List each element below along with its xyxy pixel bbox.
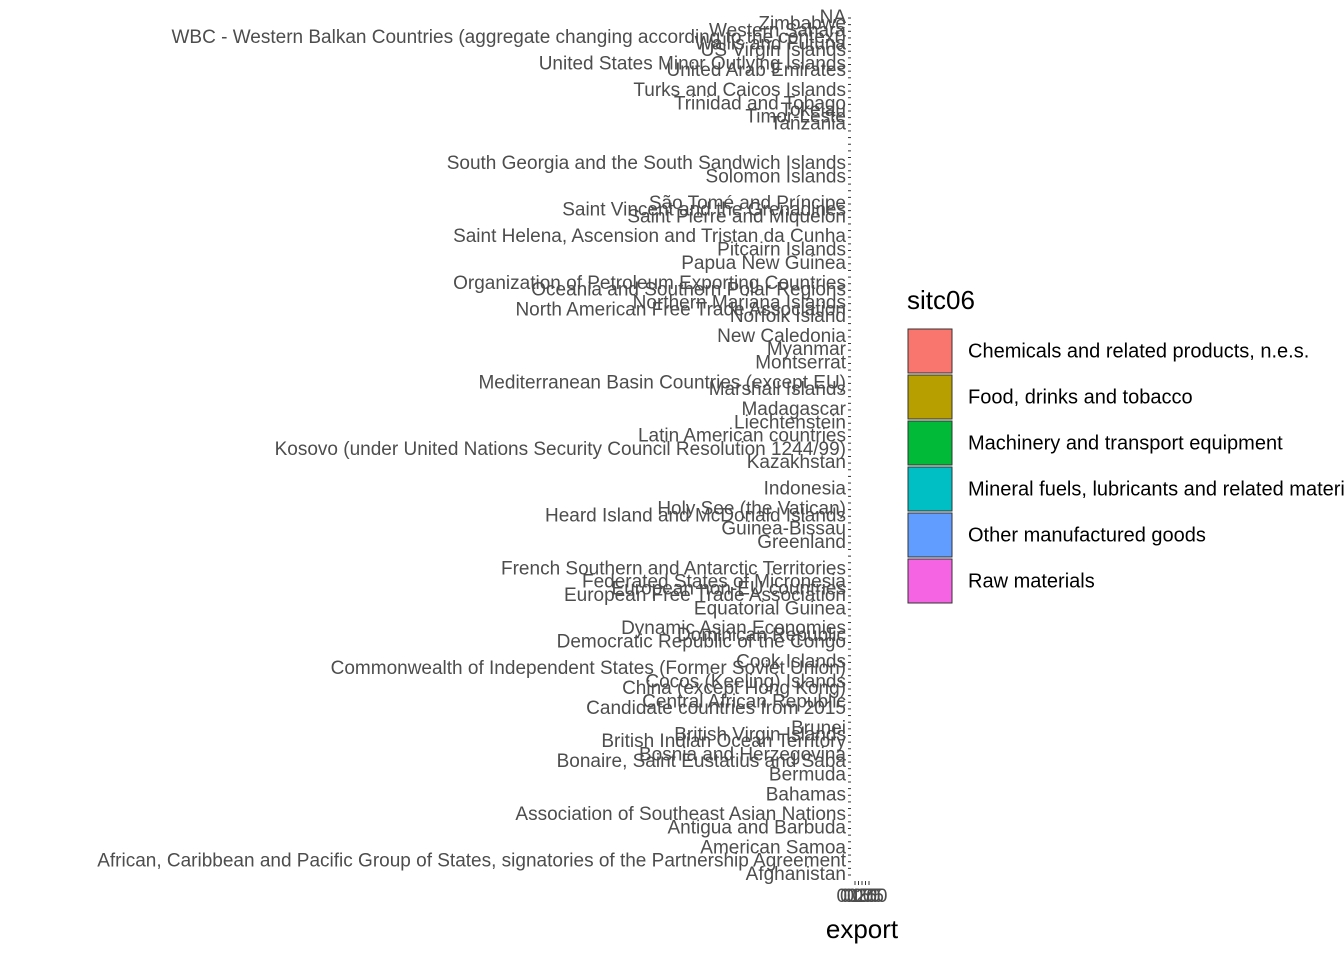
y-tick-label: Guinea-Bissau [721, 519, 846, 540]
y-tick-label: Candidate countries from 2015 [586, 698, 846, 719]
y-tick-label: New Caledonia [717, 326, 846, 347]
y-tick-label: Brunei [791, 718, 846, 739]
legend-label: Chemicals and related products, n.e.s. [968, 340, 1309, 362]
y-tick-label: Papua New Guinea [681, 253, 846, 274]
x-tick-label: 0.75 [847, 886, 884, 907]
y-tick-label: Mediterranean Basin Countries (except EU… [478, 372, 846, 393]
legend-label: Other manufactured goods [968, 524, 1206, 546]
x-axis-title: export [826, 914, 899, 944]
y-tick-label: Saint Pierre and Miquelon [627, 206, 846, 227]
y-tick-label: Antigua and Barbuda [667, 818, 846, 839]
y-tick-label: British Indian Ocean Territory [601, 731, 846, 752]
y-tick-label: Latin American countries [638, 426, 846, 447]
y-tick-label: Timor-Leste [745, 107, 846, 128]
y-tick-label: US Virgin Islands [701, 40, 846, 61]
y-tick-label: Heard Island and McDonald Islands [545, 505, 846, 526]
y-tick-label: Myanmar [767, 339, 847, 360]
y-tick-label: Madagascar [741, 399, 846, 420]
y-tick-label: Tokelau [781, 100, 847, 121]
x-tick-label: 1.00 [851, 886, 888, 907]
y-tick-label: Afghanistan [746, 864, 846, 885]
y-tick-label: Western Sahara [709, 20, 846, 41]
x-tick-label: 0.50 [844, 886, 881, 907]
y-tick-label: European non-EU countries [612, 578, 846, 599]
y-tick-label: Liechtenstein [734, 412, 846, 433]
legend-key [907, 512, 953, 558]
y-tick-label: Indonesia [764, 479, 847, 500]
y-tick-label: Democratic Republic of the Congo [557, 631, 846, 652]
y-tick-label: Saint Vincent and the Grenadines [562, 200, 846, 221]
y-tick-label: United Arab Emirates [666, 60, 846, 81]
y-tick-label: Kazakhstan [747, 452, 846, 473]
y-tick-label: Pitcairn Islands [717, 240, 846, 261]
legend-label: Food, drinks and tobacco [968, 386, 1193, 408]
y-tick-label: Trinidad and Tobago [674, 93, 846, 114]
y-tick-label: Bosnia and Herzegovina [639, 744, 846, 765]
y-tick-label: Kosovo (under United Nations Security Co… [275, 439, 846, 460]
y-tick-label: Montserrat [755, 352, 847, 373]
y-tick-label: Cook Islands [736, 651, 846, 672]
legend-title: sitc06 [907, 285, 975, 315]
y-tick-label: Tanzania [770, 113, 846, 134]
y-tick-label: American Samoa [700, 837, 846, 858]
legend-key [907, 420, 953, 466]
y-tick-label: Dynamic Asian Economies [621, 618, 846, 639]
y-tick-label: European Free Trade Association [564, 585, 846, 606]
y-tick-label: Northern Mariana Islands [633, 293, 846, 314]
y-tick-label: Federated States of Micronesia [582, 572, 846, 593]
y-tick-label: Greenland [757, 532, 846, 553]
y-tick-label: Commonwealth of Independent States (Form… [331, 658, 846, 679]
y-tick-label: São Tomé and Príncipe [649, 193, 846, 214]
y-tick-label: African, Caribbean and Pacific Group of … [97, 851, 847, 872]
y-tick-label: Equatorial Guinea [694, 598, 847, 619]
y-tick-label: Bahamas [766, 784, 846, 805]
y-tick-label: WBC - Western Balkan Countries (aggregat… [172, 27, 847, 48]
y-tick-label: China (except Hong Kong) [622, 678, 846, 699]
legend-label: Machinery and transport equipment [968, 432, 1283, 454]
y-tick-label: Bermuda [769, 764, 847, 785]
y-tick-label: South Georgia and the South Sandwich Isl… [447, 153, 846, 174]
y-tick-label: Wallis and Futuna [695, 34, 847, 55]
y-tick-label: Central African Republic [642, 691, 846, 712]
legend-label: Mineral fuels, lubricants and related ma… [968, 478, 1344, 500]
y-tick-label: Dominican Republic [677, 625, 846, 646]
y-tick-label: Oceania and Southern Polar Regions [531, 279, 846, 300]
y-tick-label: Cocos (Keeling) Islands [645, 671, 846, 692]
y-tick-label: Marshall Islands [709, 379, 846, 400]
y-tick-label: Saint Helena, Ascension and Tristan da C… [453, 226, 846, 247]
legend-label: Raw materials [968, 570, 1095, 592]
y-tick-label: United States Minor Outlying Islands [539, 54, 846, 75]
y-tick-label: NA [820, 7, 847, 28]
y-tick-label: Organization of Petroleum Exporting Coun… [453, 273, 846, 294]
y-tick-label: Solomon Islands [706, 166, 846, 187]
legend-key [907, 466, 953, 512]
y-tick-label: Holy See (the Vatican) [657, 499, 846, 520]
y-tick-label: French Southern and Antarctic Territorie… [501, 558, 846, 579]
legend-key [907, 558, 953, 604]
y-tick-label: Association of Southeast Asian Nations [515, 804, 846, 825]
legend-key [907, 374, 953, 420]
x-tick-label: 0.00 [837, 886, 874, 907]
legend-key [907, 328, 953, 374]
y-tick-label: British Virgin Islands [674, 725, 846, 746]
y-tick-label: Turks and Caicos Islands [633, 80, 846, 101]
y-tick-label: Zimbabwe [758, 14, 846, 35]
y-tick-label: Norfolk Island [730, 306, 846, 327]
y-tick-label: North American Free Trade Association [515, 299, 846, 320]
x-tick-label: 0.25 [840, 886, 877, 907]
y-tick-label: Bonaire, Saint Eustatius and Saba [557, 751, 847, 772]
